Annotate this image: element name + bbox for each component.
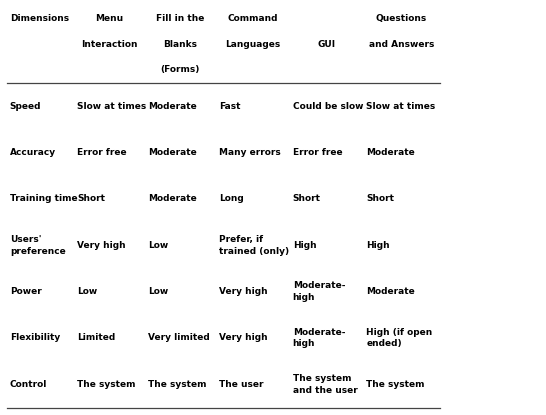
Text: and Answers: and Answers bbox=[369, 40, 434, 49]
Text: High (if open: High (if open bbox=[366, 328, 432, 337]
Text: Moderate: Moderate bbox=[366, 148, 415, 157]
Text: Could be slow: Could be slow bbox=[293, 102, 363, 111]
Text: Fill in the: Fill in the bbox=[156, 14, 204, 23]
Text: Questions: Questions bbox=[376, 14, 427, 23]
Text: The system: The system bbox=[366, 380, 425, 389]
Text: trained (only): trained (only) bbox=[219, 247, 289, 256]
Text: (Forms): (Forms) bbox=[161, 65, 200, 74]
Text: Power: Power bbox=[10, 287, 41, 296]
Text: Many errors: Many errors bbox=[219, 148, 281, 157]
Text: Moderate: Moderate bbox=[366, 287, 415, 296]
Text: and the user: and the user bbox=[293, 386, 358, 395]
Text: High: High bbox=[366, 241, 390, 250]
Text: Speed: Speed bbox=[10, 102, 41, 111]
Text: Slow at times: Slow at times bbox=[366, 102, 436, 111]
Text: Limited: Limited bbox=[77, 334, 115, 342]
Text: Interaction: Interaction bbox=[81, 40, 138, 49]
Text: Low: Low bbox=[77, 287, 97, 296]
Text: Moderate-: Moderate- bbox=[293, 328, 345, 337]
Text: Error free: Error free bbox=[293, 148, 342, 157]
Text: high: high bbox=[293, 293, 315, 302]
Text: Blanks: Blanks bbox=[163, 40, 197, 49]
Text: The system: The system bbox=[293, 374, 351, 383]
Text: The user: The user bbox=[219, 380, 264, 389]
Text: Accuracy: Accuracy bbox=[10, 148, 56, 157]
Text: GUI: GUI bbox=[317, 40, 335, 49]
Text: Low: Low bbox=[148, 241, 168, 250]
Text: Flexibility: Flexibility bbox=[10, 334, 60, 342]
Text: The system: The system bbox=[148, 380, 206, 389]
Text: Command: Command bbox=[227, 14, 278, 23]
Text: ended): ended) bbox=[366, 339, 402, 348]
Text: Short: Short bbox=[366, 194, 394, 203]
Text: High: High bbox=[293, 241, 316, 250]
Text: Moderate: Moderate bbox=[148, 102, 197, 111]
Text: Short: Short bbox=[293, 194, 321, 203]
Text: Control: Control bbox=[10, 380, 47, 389]
Text: Long: Long bbox=[219, 194, 244, 203]
Text: Very high: Very high bbox=[77, 241, 126, 250]
Text: Languages: Languages bbox=[225, 40, 280, 49]
Text: Slow at times: Slow at times bbox=[77, 102, 146, 111]
Text: Fast: Fast bbox=[219, 102, 240, 111]
Text: Moderate: Moderate bbox=[148, 148, 197, 157]
Text: The system: The system bbox=[77, 380, 135, 389]
Text: Short: Short bbox=[77, 194, 105, 203]
Text: Dimensions: Dimensions bbox=[10, 14, 70, 23]
Text: Low: Low bbox=[148, 287, 168, 296]
Text: Very high: Very high bbox=[219, 287, 268, 296]
Text: high: high bbox=[293, 339, 315, 348]
Text: Moderate-: Moderate- bbox=[293, 281, 345, 290]
Text: Menu: Menu bbox=[95, 14, 123, 23]
Text: Very high: Very high bbox=[219, 334, 268, 342]
Text: preference: preference bbox=[10, 247, 66, 256]
Text: Training time: Training time bbox=[10, 194, 78, 203]
Text: Very limited: Very limited bbox=[148, 334, 210, 342]
Text: Users': Users' bbox=[10, 235, 41, 244]
Text: Error free: Error free bbox=[77, 148, 127, 157]
Text: Prefer, if: Prefer, if bbox=[219, 235, 263, 244]
Text: Moderate: Moderate bbox=[148, 194, 197, 203]
